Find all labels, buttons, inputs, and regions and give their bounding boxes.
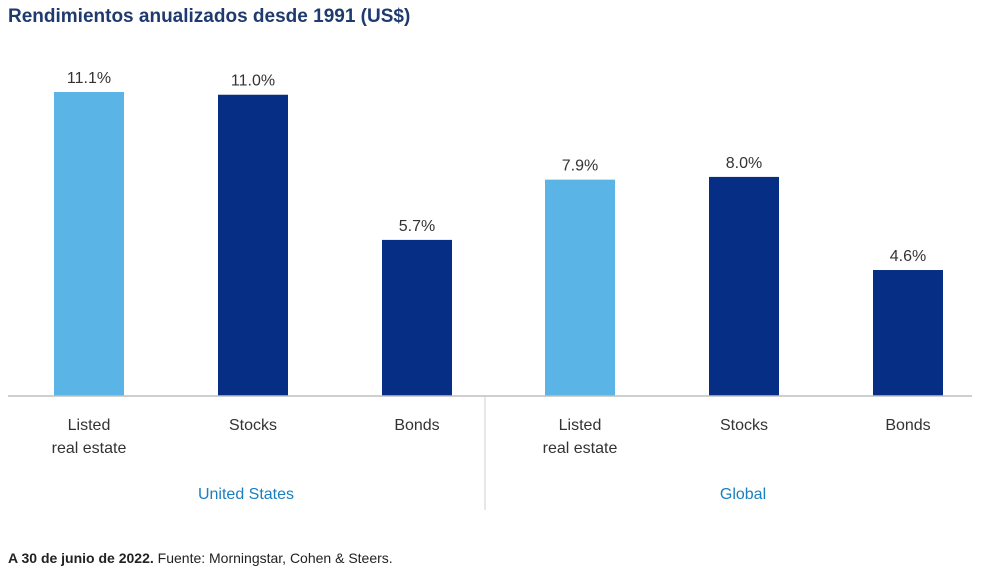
value-label-global-listed-real-estate: 7.9%	[562, 158, 598, 175]
bars-layer	[54, 92, 943, 396]
group-label-global: Global	[720, 486, 766, 503]
category-label-global-listed-real-estate-line2: real estate	[543, 440, 618, 457]
bar-united-states-stocks	[218, 94, 288, 396]
category-label-united-states-listed-real-estate-line1: Listed	[68, 417, 111, 434]
footnote-source: Fuente: Morningstar, Cohen & Steers.	[153, 550, 393, 566]
category-label-united-states-stocks: Stocks	[229, 417, 277, 434]
category-label-global-bonds: Bonds	[885, 417, 930, 434]
value-label-global-stocks: 8.0%	[726, 155, 762, 172]
bar-united-states-listed-real-estate	[54, 92, 124, 396]
labels-layer: 11.1% Listed real estate 11.0% Stocks 5.7% Bon…	[52, 70, 931, 503]
value-label-united-states-listed-real-estate: 11.1%	[67, 70, 111, 87]
category-label-united-states-listed-real-estate-line2: real estate	[52, 440, 127, 457]
category-label-united-states-bonds: Bonds	[394, 417, 439, 434]
bar-global-stocks	[709, 176, 779, 396]
chart-title: Rendimientos anualizados desde 1991 (US$…	[8, 6, 411, 27]
value-label-united-states-stocks: 11.0%	[231, 73, 275, 90]
group-label-united-states: United States	[198, 486, 294, 503]
bar-global-bonds	[873, 270, 943, 396]
value-label-united-states-bonds: 5.7%	[399, 218, 435, 235]
footnote: A 30 de junio de 2022. Fuente: Morningst…	[8, 550, 393, 566]
footnote-date: A 30 de junio de 2022.	[8, 550, 154, 566]
category-label-global-listed-real-estate-line1: Listed	[559, 417, 602, 434]
bar-chart: 11.1% Listed real estate 11.0% Stocks 5.7% Bon…	[8, 70, 972, 510]
value-label-global-bonds: 4.6%	[890, 248, 926, 265]
bar-global-listed-real-estate	[545, 179, 615, 396]
category-label-global-stocks: Stocks	[720, 417, 768, 434]
bar-united-states-bonds	[382, 239, 452, 396]
